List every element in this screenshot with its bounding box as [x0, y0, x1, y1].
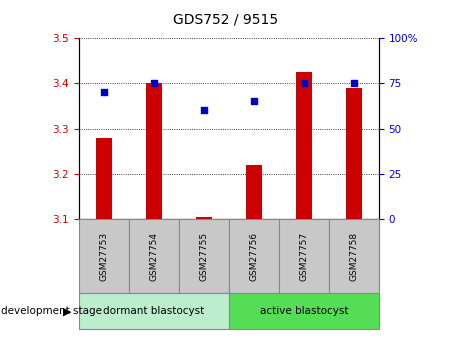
- Bar: [196, 217, 212, 219]
- Point: [350, 80, 358, 86]
- Bar: [296, 72, 312, 219]
- Text: ▶: ▶: [64, 306, 72, 316]
- Text: GSM27755: GSM27755: [199, 231, 208, 281]
- Text: development stage: development stage: [1, 306, 102, 316]
- Bar: [346, 88, 362, 219]
- Text: GSM27757: GSM27757: [299, 231, 308, 281]
- Point: [200, 108, 207, 113]
- Text: GSM27754: GSM27754: [149, 231, 158, 281]
- Bar: [146, 83, 162, 219]
- Text: active blastocyst: active blastocyst: [260, 306, 348, 316]
- Point: [300, 80, 308, 86]
- Bar: [96, 138, 112, 219]
- Text: GSM27758: GSM27758: [350, 231, 359, 281]
- Text: dormant blastocyst: dormant blastocyst: [103, 306, 205, 316]
- Bar: [246, 165, 262, 219]
- Point: [100, 89, 107, 95]
- Text: GSM27753: GSM27753: [99, 231, 108, 281]
- Point: [150, 80, 157, 86]
- Text: GDS752 / 9515: GDS752 / 9515: [173, 12, 278, 26]
- Text: GSM27756: GSM27756: [249, 231, 258, 281]
- Point: [250, 99, 258, 104]
